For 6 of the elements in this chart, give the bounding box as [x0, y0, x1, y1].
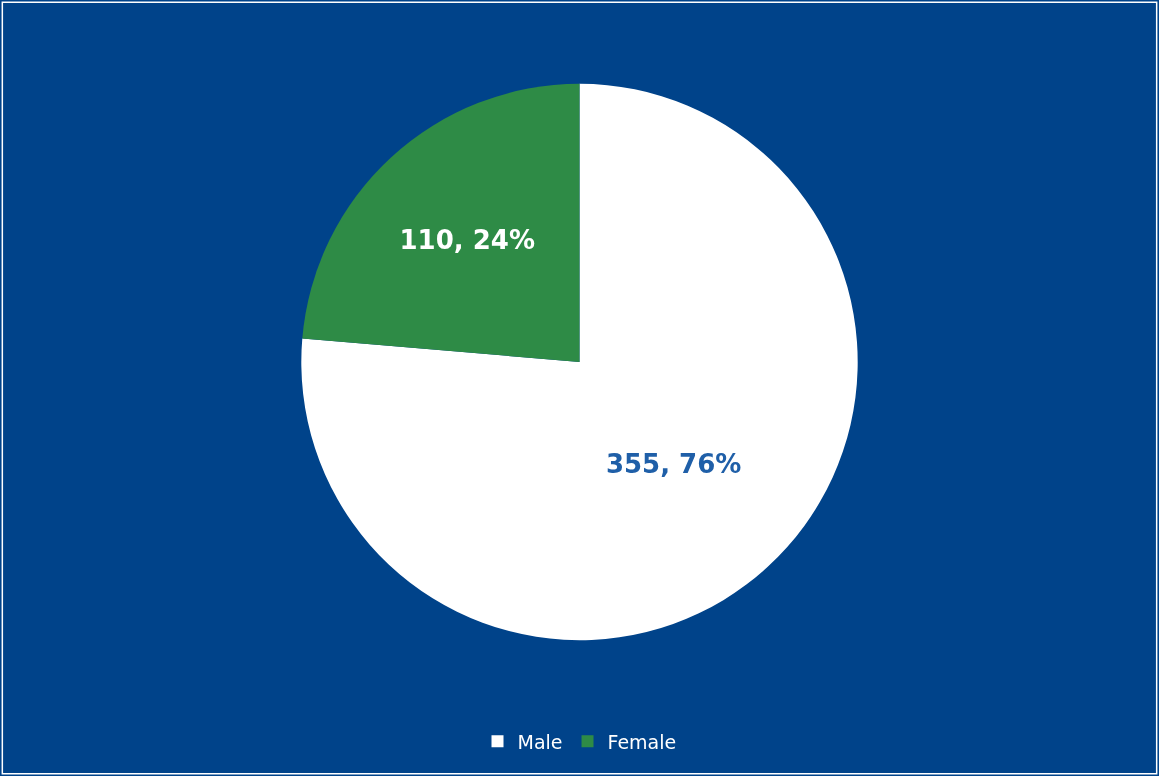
pie-slice: [301, 83, 858, 641]
data-label: 110, 24%: [399, 224, 535, 255]
pie-slice: [302, 83, 580, 362]
legend-label: Male: [517, 730, 563, 753]
data-label: 355, 76%: [605, 449, 742, 480]
legend-label: Female: [607, 730, 677, 753]
